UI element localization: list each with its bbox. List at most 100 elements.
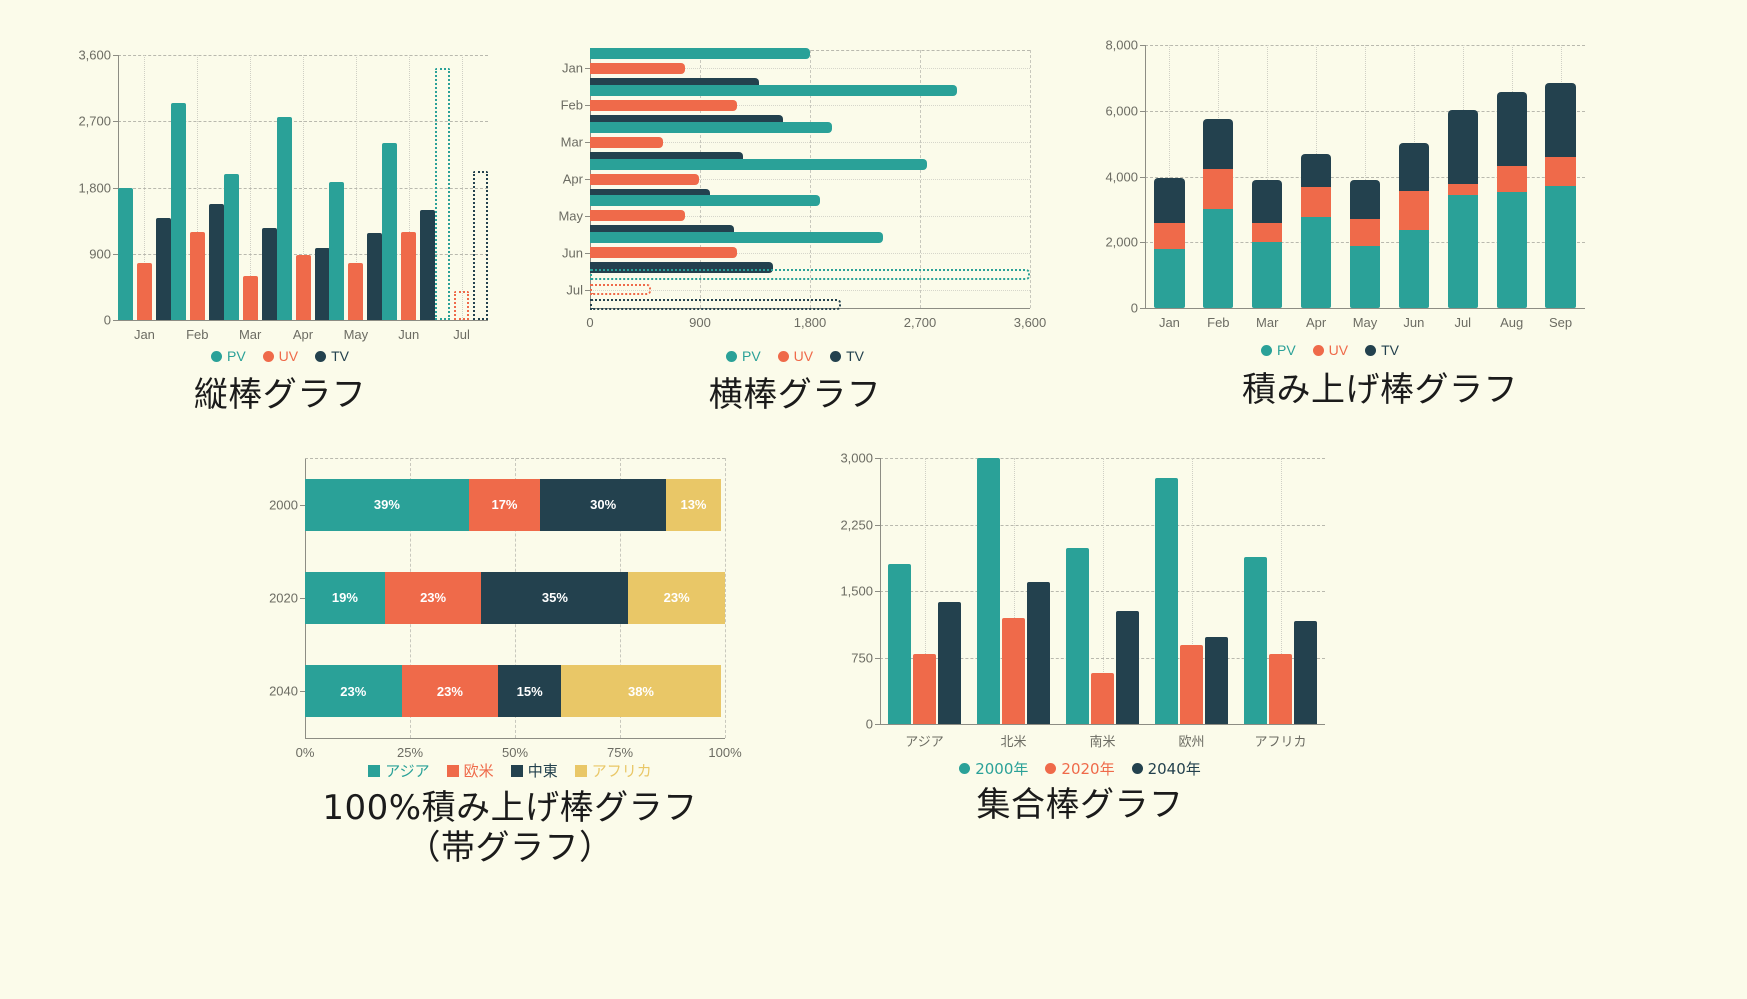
hbar-PV-May [590,195,820,207]
band-segment-label: 30% [590,497,617,513]
x-axis-tick-label: Feb [1207,315,1230,330]
x-axis-tick-label: May [1352,315,1378,330]
bar-PV-Apr [276,116,292,320]
gridline-vertical [1280,458,1282,724]
legend-label: TV [1381,342,1400,358]
gridline-horizontal-cat [590,289,1030,291]
stack-segment-UV-Sep [1545,157,1576,187]
gridline-horizontal-cat [590,179,1030,180]
legend-label: PV [226,348,246,364]
y-axis-tick-mark [300,598,305,599]
x-axis-line [880,724,1325,725]
stack-segment-TV-May [1349,180,1381,220]
band-segment-label: 19% [331,590,358,606]
y-axis-tick-label: 1,800 [78,180,111,195]
y-axis-tick-mark [1140,45,1145,46]
band-segment-中東-2040: 15% [498,665,562,718]
stack-segment-TV-Jul [1447,110,1478,185]
stack-segment-UV-Feb [1203,168,1234,210]
bar-TV-Jan [155,218,171,320]
legend-label: アフリカ [591,762,652,780]
legend-label: UV [1328,342,1349,358]
band-segment-label: 17% [491,497,518,513]
x-axis-tick-label: Jul [453,327,470,342]
grouped-chart-plot: 0 750 1,500 2,250 3,000 アジア 北米 南米 欧州 アフリカ [840,451,1325,750]
band-segment-欧米-2040: 23% [401,665,499,718]
hbar-TV-Feb [590,114,784,126]
gridline-vertical [1191,458,1193,724]
band-segment-アフリカ-2000: 13% [666,478,721,531]
gridline-vertical [1013,458,1015,724]
hbar-UV-May [590,210,686,222]
y-axis-line [1145,45,1146,308]
x-axis-line [305,738,725,739]
gridline-vertical [725,458,726,738]
y-axis-tick-label: 4,000 [1105,169,1138,184]
bar-2020年-南米 [1091,672,1114,724]
y-axis-tick-mark [113,187,118,189]
stack-segment-PV-Jun [1398,229,1430,308]
legend-label: PV [1276,342,1296,358]
gridline-vertical [250,55,252,320]
stack-segment-PV-Jan [1154,248,1185,308]
y-axis-tick-mark [875,657,880,659]
legend-item: PV [725,348,761,364]
legend-item: 2040年 [1131,758,1201,779]
y-axis-tick-mark [585,289,590,291]
stack-segment-PV-Aug [1496,191,1527,308]
gridline-horizontal-cat [590,105,1030,107]
legend-label: 2040年 [1147,760,1201,778]
y-axis-tick-label: 2000 [269,497,298,513]
panel-grouped-chart: 0 750 1,500 2,250 3,000 アジア 北米 南米 欧州 アフリカ 2000年 20… [820,440,1340,860]
column-chart-legend: PV UV TV [40,348,520,364]
bar-TV-Apr [314,247,330,320]
legend-dot-icon [315,350,327,362]
stacked-bar-Apr [1300,45,1332,308]
legend-dot-icon [830,350,842,362]
x-axis-tick-label: アジア [905,735,944,750]
y-axis-tick-label: Jul [566,282,583,298]
gridline-horizontal-cat [590,142,1030,144]
stack-segment-TV-Apr [1300,153,1332,188]
y-axis-tick-mark [875,524,880,526]
hbar-PV-Mar [590,121,832,133]
y-axis-tick-label: 0 [865,716,873,732]
y-axis-tick-label: 6,000 [1105,103,1138,119]
hbar-TV-May [590,225,735,237]
stack-segment-PV-Sep [1545,186,1576,308]
stack-segment-TV-Jun [1398,142,1430,191]
x-axis-tick-label: 南米 [1089,735,1116,750]
bar-2000年-北米 [977,458,1000,724]
legend-dot-icon [959,763,971,774]
band-segment-中東-2020: 35% [481,571,629,625]
legend-dot-icon [210,350,222,362]
legend-dot-icon [1131,763,1143,774]
panel-title-hbar: 横棒グラフ [708,375,882,415]
bar-2020年-欧州 [1180,645,1203,724]
x-axis-tick-label: Mar [238,327,262,342]
y-axis-tick-mark [1140,242,1145,244]
gridline-vertical [1365,45,1366,308]
stacked-bar-Jun [1398,45,1430,308]
legend-label: 2020年 [1061,760,1115,778]
stack-segment-TV-Aug [1496,92,1527,166]
x-axis-tick-label: 50% [501,745,529,760]
stack-segment-TV-Sep [1545,83,1576,158]
legend-label: TV [331,348,350,364]
legend-item: アジア [368,760,430,781]
legend-label: 中東 [527,762,558,780]
hbar-TV-Mar [590,151,743,163]
legend-item: TV [830,348,864,364]
legend-dot-icon [1365,344,1377,356]
hbar-UV-Jun [590,247,737,259]
panel-title-column: 縦棒グラフ [193,375,367,415]
y-axis-tick-mark [585,68,590,70]
y-axis-tick-label: May [558,208,583,224]
x-axis-tick-label: Apr [292,327,314,342]
stacked-bar-Mar [1252,45,1283,308]
legend-dot-icon [1045,763,1057,774]
stack-segment-TV-Feb [1203,119,1234,169]
gridline-horizontal-cat [590,215,1030,217]
legend-swatch-icon [510,764,523,777]
stacked-bar-May [1349,45,1381,308]
